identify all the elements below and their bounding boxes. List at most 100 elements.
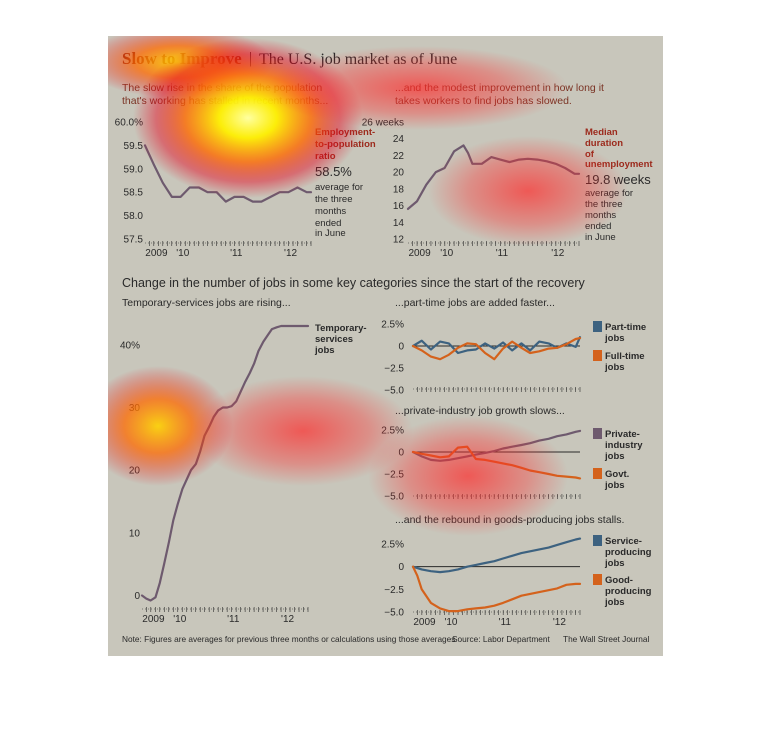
top-left-subtitle-1: The slow rise in the share of the popula… xyxy=(122,82,322,94)
legend-goods-1: Good- xyxy=(605,575,633,586)
legend-service-1: Service- xyxy=(605,536,642,547)
pt-ytick-label: 2.5% xyxy=(381,320,404,331)
dur-callout-desc-5: in June xyxy=(585,232,616,243)
dur-callout-desc-2: the three xyxy=(585,199,623,210)
emp-callout-desc-2: the three xyxy=(315,194,353,205)
pt-ytick-label: −2.5 xyxy=(384,364,404,375)
chart-canvas: Slow to Improve | The U.S. job market as… xyxy=(115,49,654,644)
emp-ytick-label: 59.5 xyxy=(124,141,144,152)
dur-callout-label-2: duration xyxy=(585,138,623,149)
temp-ytick-label: 0 xyxy=(134,591,140,602)
priv-subtitle: ...private-industry job growth slows... xyxy=(395,405,565,417)
emp-xtick-label: '12 xyxy=(284,248,297,259)
emp-xtick-label: '10 xyxy=(176,248,189,259)
legend-swatch-goods xyxy=(593,574,602,585)
goods-ytick-label: 0 xyxy=(398,562,404,573)
dur-ytick-label: 26 weeks xyxy=(362,118,404,129)
emp-ytick-label: 57.5 xyxy=(124,235,144,246)
legend-full-time-2: jobs xyxy=(604,362,625,373)
emp-callout-desc-5: in June xyxy=(315,228,346,239)
emp-ytick-label: 59.0 xyxy=(124,164,144,175)
emp-ytick-label: 58.0 xyxy=(124,211,144,222)
priv-ytick-label: −5.0 xyxy=(384,492,404,503)
dur-ytick-label: 14 xyxy=(393,218,405,229)
legend-swatch-private xyxy=(593,428,602,439)
goods-series-line xyxy=(411,565,582,613)
temp-xtick-label: '12 xyxy=(281,614,294,625)
legend-service-2: producing xyxy=(605,547,652,558)
emp-callout-desc-1: average for xyxy=(315,182,363,193)
temp-ytick-label: 40% xyxy=(120,340,140,351)
dur-xtick-label: 2009 xyxy=(408,248,431,259)
temp-legend-1: Temporary- xyxy=(315,323,367,334)
dur-ytick-label: 20 xyxy=(393,168,405,179)
dur-ytick-label: 16 xyxy=(393,201,405,212)
legend-full-time-1: Full-time xyxy=(605,351,645,362)
emp-ytick-label: 58.5 xyxy=(124,188,144,199)
legend-govt-2: jobs xyxy=(604,480,625,491)
legend-goods-2: producing xyxy=(605,586,652,597)
goods-xtick-label: '12 xyxy=(553,617,566,628)
dur-ytick-label: 22 xyxy=(393,151,405,162)
title-bold: Slow to Improve xyxy=(122,49,242,68)
dur-xtick-label: '11 xyxy=(496,248,509,259)
legend-govt-1: Govt. xyxy=(605,469,629,480)
emp-callout-value: 58.5% xyxy=(315,164,352,179)
dur-callout-desc-1: average for xyxy=(585,188,633,199)
dur-callout-label-4: unemployment xyxy=(585,159,653,170)
footer-source: Source: Labor Department xyxy=(452,634,550,644)
dur-xtick-label: '10 xyxy=(440,248,453,259)
legend-swatch-full-time xyxy=(593,350,602,361)
priv-ytick-label: −2.5 xyxy=(384,470,404,481)
emp-series-line xyxy=(143,144,313,203)
temp-ytick-label: 30 xyxy=(129,403,141,414)
emp-callout-label-3: ratio xyxy=(315,151,336,162)
goods-ytick-label: 2.5% xyxy=(381,540,404,551)
goods-series-line xyxy=(411,537,582,574)
goods-xtick-label: 2009 xyxy=(413,617,436,628)
pt-series-line xyxy=(411,337,582,361)
legend-goods-3: jobs xyxy=(604,597,625,608)
pt-ytick-label: 0 xyxy=(398,342,404,353)
pt-subtitle: ...part-time jobs are added faster... xyxy=(395,297,555,309)
emp-callout-desc-4: ended xyxy=(315,218,341,229)
emp-callout-label-1: Employment- xyxy=(315,127,375,138)
emp-callout-label-2: to-population xyxy=(315,139,376,150)
temp-ytick-label: 10 xyxy=(129,528,141,539)
goods-xtick-label: '10 xyxy=(444,617,457,628)
top-right-subtitle-1: ...and the modest improvement in how lon… xyxy=(395,82,604,94)
section-title: Change in the number of jobs in some key… xyxy=(122,276,585,290)
pt-ytick-label: −5.0 xyxy=(384,386,404,397)
temp-xtick-label: 2009 xyxy=(142,614,165,625)
temp-subtitle: Temporary-services jobs are rising... xyxy=(122,297,291,309)
emp-xtick-label: '11 xyxy=(230,248,243,259)
legend-private-2: industry xyxy=(605,440,643,451)
temp-series-line xyxy=(140,324,310,602)
dur-ytick-label: 12 xyxy=(393,235,405,246)
goods-xtick-label: '11 xyxy=(499,617,512,628)
dur-series-line xyxy=(406,144,581,210)
legend-private-1: Private- xyxy=(605,429,640,440)
dur-callout-label-1: Median xyxy=(585,127,618,138)
emp-ytick-label: 60.0% xyxy=(115,118,143,129)
emp-callout-desc-3: months xyxy=(315,206,346,217)
dur-ytick-label: 18 xyxy=(393,184,405,195)
temp-legend-2: services xyxy=(315,334,353,345)
dur-ytick-label: 24 xyxy=(393,134,405,145)
footer-note: Note: Figures are averages for previous … xyxy=(122,634,455,644)
temp-xtick-label: '11 xyxy=(227,614,240,625)
legend-swatch-service xyxy=(593,535,602,546)
title-rest: The U.S. job market as of June xyxy=(259,51,457,68)
legend-swatch-part-time xyxy=(593,321,602,332)
footer-credit: The Wall Street Journal xyxy=(563,634,650,644)
goods-ytick-label: −2.5 xyxy=(384,585,404,596)
title-separator: | xyxy=(249,50,252,67)
dur-xtick-label: '12 xyxy=(551,248,564,259)
priv-ytick-label: 0 xyxy=(398,448,404,459)
top-right-subtitle-2: takes workers to find jobs has slowed. xyxy=(395,95,572,107)
top-left-subtitle-2: that's working has stalled in recent mon… xyxy=(122,95,328,107)
legend-service-3: jobs xyxy=(604,558,625,569)
goods-ytick-label: −5.0 xyxy=(384,608,404,619)
dur-callout-desc-3: months xyxy=(585,210,616,221)
dur-callout-value: 19.8 weeks xyxy=(585,172,651,187)
